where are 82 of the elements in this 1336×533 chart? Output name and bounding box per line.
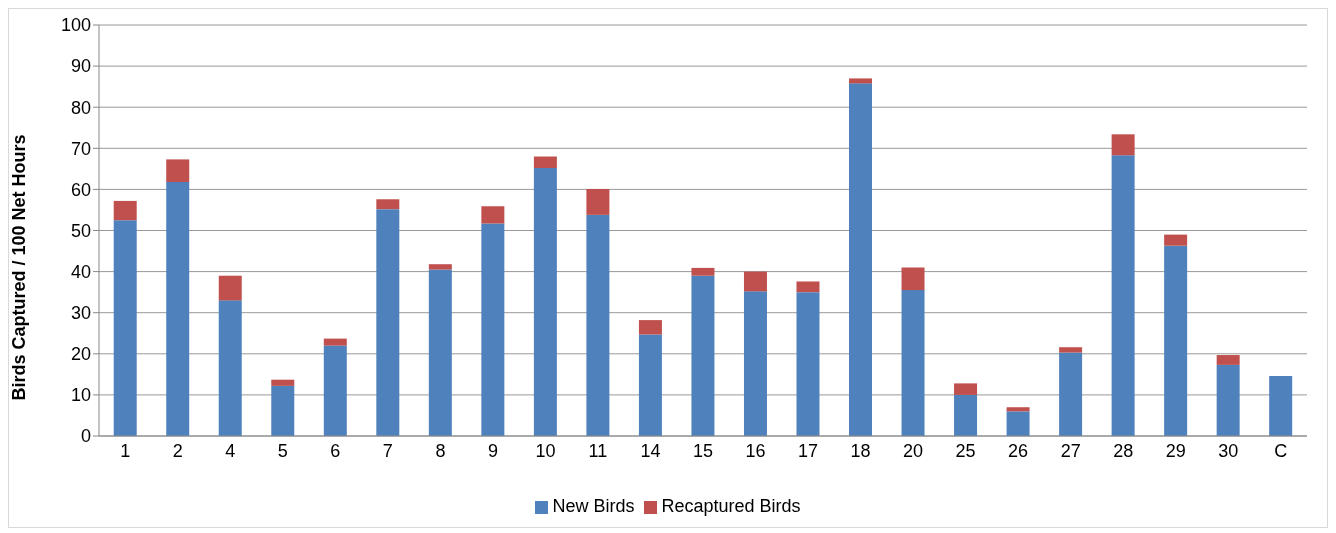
bar	[796, 292, 820, 436]
bar	[481, 223, 505, 436]
bar	[1216, 364, 1240, 436]
x-tick-label: 18	[850, 440, 871, 461]
bar	[323, 338, 347, 346]
legend-label: Recaptured Birds	[661, 496, 801, 516]
x-tick-label: 27	[1060, 440, 1081, 461]
bar	[1111, 155, 1135, 436]
bar	[218, 300, 242, 436]
bar	[376, 199, 400, 210]
x-tick-label: 20	[903, 440, 924, 461]
bar	[481, 206, 505, 224]
x-tick-label: C	[1274, 440, 1288, 461]
bar	[218, 275, 242, 301]
bar	[1111, 134, 1135, 156]
bar	[1006, 407, 1030, 412]
x-tick-label: 8	[435, 440, 446, 461]
y-tick-label: 80	[70, 97, 91, 118]
y-tick-label: 20	[70, 344, 91, 365]
bar	[586, 188, 610, 215]
bar	[901, 267, 925, 291]
x-tick-label: 17	[798, 440, 819, 461]
bar	[849, 78, 873, 84]
x-tick-label: 2	[172, 440, 183, 461]
bar	[638, 320, 662, 335]
x-tick-label: 15	[692, 440, 714, 461]
x-tick-label: 25	[955, 440, 976, 461]
y-tick-label: 0	[80, 426, 91, 447]
x-tick-label: 16	[745, 440, 766, 461]
y-tick-label: 90	[70, 56, 91, 77]
bar	[1006, 411, 1030, 436]
x-tick-label: 5	[277, 440, 288, 461]
legend-label: New Birds	[552, 496, 635, 516]
bar	[428, 264, 452, 270]
bar	[166, 182, 190, 436]
x-tick-label: 30	[1218, 440, 1239, 461]
bar	[849, 83, 873, 436]
bar	[166, 159, 190, 182]
bar	[323, 345, 347, 436]
y-axis-title: Birds Captured / 100 Net Hours	[9, 134, 30, 401]
bar	[113, 200, 137, 221]
bar	[638, 334, 662, 436]
bar	[1269, 375, 1293, 436]
x-tick-label: 1	[120, 440, 131, 461]
x-tick-label: 7	[382, 440, 393, 461]
bar	[743, 271, 767, 292]
y-tick-label: 50	[70, 220, 91, 241]
y-tick-label: 40	[70, 261, 91, 282]
y-tick-label: 100	[60, 15, 91, 36]
bar	[901, 290, 925, 436]
x-tick-label: 29	[1165, 440, 1186, 461]
bar	[743, 291, 767, 436]
y-tick-label: 60	[70, 179, 91, 200]
bar	[1164, 234, 1188, 246]
x-tick-label: 28	[1113, 440, 1134, 461]
x-tick-label: 10	[535, 440, 556, 461]
bar	[1059, 347, 1083, 353]
y-tick-label: 70	[70, 138, 91, 159]
bar	[1059, 352, 1083, 436]
x-tick-label: 11	[588, 440, 608, 461]
bar	[271, 385, 295, 436]
bar	[796, 281, 820, 293]
bar	[1164, 245, 1188, 436]
bar	[954, 394, 978, 436]
bar	[586, 214, 610, 436]
bar	[376, 209, 400, 436]
y-tick-label: 30	[70, 303, 91, 324]
bar	[691, 275, 715, 436]
bar	[954, 383, 978, 395]
bar	[533, 156, 557, 169]
x-tick-label: 26	[1008, 440, 1029, 461]
x-tick-label: 6	[330, 440, 341, 461]
x-tick-label: 14	[640, 440, 661, 461]
x-tick-label: 9	[487, 440, 498, 461]
bar	[1216, 355, 1240, 365]
bar	[533, 168, 557, 436]
y-tick-label: 10	[70, 385, 91, 406]
bar	[691, 267, 715, 276]
bar	[271, 379, 295, 386]
bar	[113, 220, 137, 436]
x-tick-label: 4	[225, 440, 236, 461]
bar	[428, 269, 452, 436]
